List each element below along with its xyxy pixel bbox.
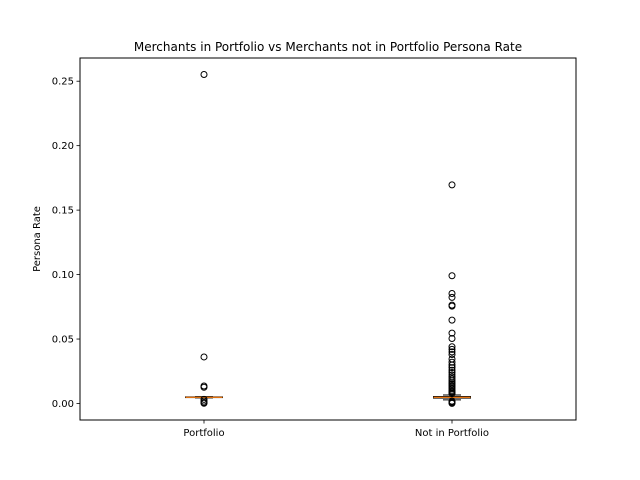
outlier-point: [200, 71, 208, 79]
plot-area: 0.00 0.05 0.10 0.15 0.20 0.25 Portfolio Not in …: [52, 71, 489, 439]
outlier-point: [448, 390, 456, 398]
outlier-point: [448, 329, 456, 337]
outlier-point: [448, 364, 456, 372]
y-axis-label: Persona Rate: [32, 206, 43, 272]
outlier-point: [200, 399, 208, 407]
y-tick-label: 0.10: [52, 270, 74, 281]
outlier-point: [200, 353, 208, 361]
outlier-point: [448, 366, 456, 374]
plot-frame: [79, 57, 577, 421]
outlier-point: [448, 358, 456, 366]
outlier-point: [448, 181, 456, 189]
outlier-point: [448, 375, 456, 383]
outlier-point: [448, 343, 456, 351]
outlier-point: [448, 345, 456, 353]
chart-title: Merchants in Portfolio vs Merchants not …: [134, 40, 522, 54]
outlier-point: [448, 348, 456, 356]
outlier-point: [448, 316, 456, 324]
y-tick-label: 0.00: [52, 399, 74, 410]
x-tick-label: Portfolio: [183, 428, 224, 439]
outlier-point: [448, 335, 456, 343]
outlier-point: [200, 383, 208, 391]
outlier-point: [448, 361, 456, 369]
outlier-point: [448, 351, 456, 359]
y-tick-label: 0.05: [52, 335, 74, 346]
outlier-point: [448, 302, 456, 310]
outlier-point: [448, 290, 456, 298]
y-tick-label: 0.15: [52, 206, 74, 217]
outlier-point: [448, 272, 456, 280]
outlier-point: [200, 395, 208, 403]
outlier-point: [448, 293, 456, 301]
x-tick-label: Not in Portfolio: [415, 428, 489, 439]
outlier-point: [448, 399, 456, 407]
y-tick-label: 0.25: [52, 77, 74, 88]
y-tick-label: 0.20: [52, 141, 74, 152]
